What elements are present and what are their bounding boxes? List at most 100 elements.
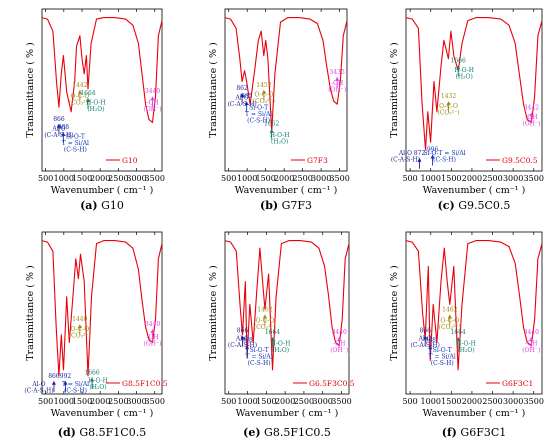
x-tick-label: 500 xyxy=(402,174,417,183)
peak-label: (CO₃²⁻) xyxy=(253,98,275,105)
peak-label: Si-O-T xyxy=(250,347,269,354)
x-tick-label: 500 xyxy=(402,397,417,406)
x-tick-label: 1500 xyxy=(256,397,276,406)
peak-arrowhead xyxy=(335,76,340,81)
x-tick-label: 1000 xyxy=(421,397,441,406)
panel-caption: (d) G8.5F1C0.5 xyxy=(58,426,146,439)
peak-label: 1462 xyxy=(257,306,272,313)
peak-label: 988 xyxy=(241,337,253,344)
peak-label: O-C-O xyxy=(70,326,89,333)
x-tick-label: 1000 xyxy=(237,397,257,406)
spectrum-line xyxy=(224,240,350,371)
peak-arrowhead xyxy=(63,380,68,385)
peak-label: 1442 xyxy=(72,82,87,89)
peak-arrowhead xyxy=(261,89,266,94)
peak-label: (CO₃²⁻) xyxy=(437,109,459,116)
peak-label: Al-O xyxy=(234,95,248,102)
x-tick-label: 3500 xyxy=(145,174,165,183)
x-tick-label: 3500 xyxy=(331,397,351,406)
peak-label: -OH xyxy=(333,340,345,347)
x-tick-label: 2500 xyxy=(482,174,502,183)
peak-label: (C-S-H) xyxy=(433,156,456,163)
peak-label: Si-O-T xyxy=(433,347,452,354)
peak-arrowhead xyxy=(77,89,82,94)
peak-label: 3440 xyxy=(332,329,347,336)
peak-arrowhead xyxy=(456,65,461,70)
y-axis-label: Transmittance ( % ) xyxy=(208,42,219,137)
x-tick-label: 1000 xyxy=(54,397,74,406)
peak-label: 1662 xyxy=(264,121,279,128)
panel-caption: (e) G8.5F1C0.5 xyxy=(243,426,331,439)
x-tick-label: 1500 xyxy=(255,174,275,183)
peak-label: O-C-O xyxy=(440,318,459,325)
panel-caption: (f) G6F3C1 xyxy=(442,426,506,439)
peak-label: (C-S-H) xyxy=(247,117,270,124)
peak-label: -OH xyxy=(525,114,537,121)
x-tick-label: 1500 xyxy=(441,397,461,406)
x-tick-label: 2500 xyxy=(294,397,314,406)
peak-label: (H₂O) xyxy=(272,347,289,354)
peak-label: H-O-H xyxy=(270,132,290,139)
peak-label: (C-S-H) xyxy=(64,147,87,154)
peak-arrowhead xyxy=(456,337,461,342)
peak-label: (C-A-S-H) xyxy=(228,342,257,349)
x-axis-label: Wavenumber ( cm⁻¹ ) xyxy=(423,185,526,196)
peak-label: O-C-O xyxy=(255,91,274,98)
panel-letter: (e) xyxy=(243,426,260,439)
peak-label: O-C-O xyxy=(439,103,458,110)
plot-frame xyxy=(41,8,163,172)
x-tick-label: 3000 xyxy=(126,174,146,183)
peak-label: T = Si/Al xyxy=(62,381,89,388)
panel-f: 500 1000 1500 2000 2500 3000 3500 Wavenumber ( … xyxy=(389,231,544,439)
x-tick-label: 2500 xyxy=(108,397,128,406)
x-tick-label: 2500 xyxy=(292,174,312,183)
peak-arrowhead xyxy=(150,328,155,333)
peak-label: (C-A-S-H) xyxy=(391,156,420,163)
x-tick-label: 3500 xyxy=(145,397,165,406)
x-tick-label: 3000 xyxy=(313,397,333,406)
peak-label: 866 xyxy=(237,327,249,334)
legend-entry: G7F3 xyxy=(307,156,328,165)
panel-caption: (a) G10 xyxy=(80,199,124,212)
peak-label: Al-O xyxy=(235,336,249,343)
peak-arrowhead xyxy=(529,337,534,342)
peak-arrowhead xyxy=(56,123,61,128)
peak-label: Al-O xyxy=(31,381,45,388)
x-tick-label: 2000 xyxy=(90,397,110,406)
x-tick-label: 3000 xyxy=(311,174,331,183)
peak-label: 866 xyxy=(419,327,431,334)
legend-entry: G8.5F1C0.5 xyxy=(122,379,168,388)
peak-label: (OH⁻) xyxy=(330,347,348,354)
peak-label: H-O-H xyxy=(86,100,106,107)
x-tick-label: 500 xyxy=(38,174,53,183)
y-axis-label: Transmittance ( % ) xyxy=(208,265,219,360)
x-tick-label: 500 xyxy=(221,397,236,406)
panel-c: 500 1000 1500 2000 2500 3000 3500 Wavenumber ( … xyxy=(389,8,544,212)
peak-label: (OH⁻) xyxy=(522,121,540,128)
x-tick-label: 3000 xyxy=(126,397,146,406)
peak-label: 985 xyxy=(241,93,253,100)
peak-label: (C-A-S-H) xyxy=(44,132,73,139)
peak-label: (OH⁻) xyxy=(522,347,540,354)
x-tick-label: 3500 xyxy=(524,397,544,406)
peak-arrowhead xyxy=(240,335,245,340)
x-tick-label: 1500 xyxy=(72,397,92,406)
peak-label: (CO₃²⁻) xyxy=(69,332,91,339)
x-tick-label: 1500 xyxy=(72,174,92,183)
peak-label: (C-S-H) xyxy=(248,360,271,367)
peak-arrowhead xyxy=(61,131,66,136)
peak-label: Al-O xyxy=(418,336,432,343)
spectrum-line xyxy=(405,17,543,151)
peak-label: 866 xyxy=(48,373,60,380)
peak-label: (CO₃²⁻) xyxy=(439,324,461,331)
x-tick-label: 2500 xyxy=(108,174,128,183)
x-axis-label: Wavenumber ( cm⁻¹ ) xyxy=(51,408,154,419)
plot-frame xyxy=(224,8,348,172)
peak-label: Al-O xyxy=(398,150,412,157)
y-axis-label: Transmittance ( % ) xyxy=(389,265,400,360)
x-tick-label: 1500 xyxy=(441,174,461,183)
